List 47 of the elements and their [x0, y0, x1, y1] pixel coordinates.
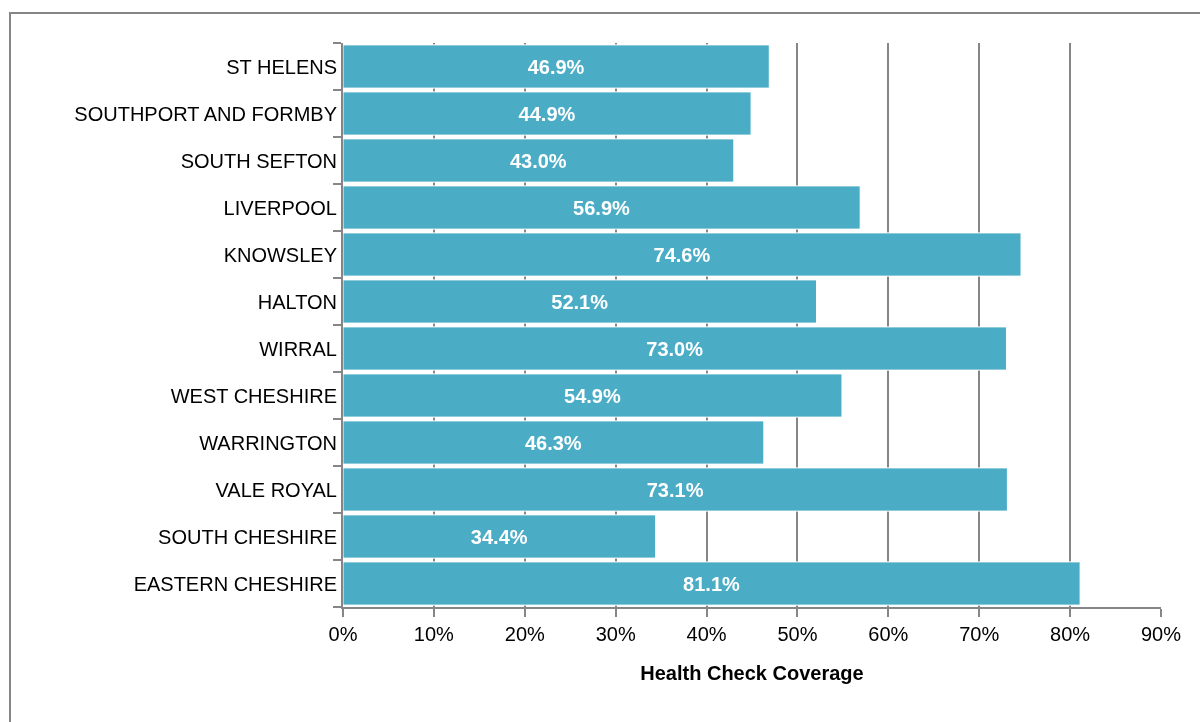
- data-label: 46.3%: [524, 431, 582, 454]
- y-tick-label: WARRINGTON: [199, 431, 337, 454]
- bar: [343, 185, 861, 230]
- data-label: 56.9%: [573, 196, 631, 219]
- data-label: 54.9%: [564, 384, 621, 407]
- y-tick-label: EASTERN CHESHIRE: [133, 572, 337, 595]
- x-tick-label: 60%: [868, 623, 909, 645]
- bar: [343, 373, 843, 418]
- bar: [343, 138, 735, 183]
- y-tick-label: HALTON: [257, 290, 337, 313]
- data-label: 52.1%: [551, 290, 609, 313]
- bar: [343, 561, 1081, 606]
- x-tick-label: 30%: [595, 623, 636, 645]
- bar: [343, 44, 770, 89]
- bar: [343, 326, 1007, 371]
- bar: [343, 91, 752, 136]
- x-tick-label: 50%: [777, 623, 818, 645]
- y-tick-label: WEST CHESHIRE: [170, 384, 337, 407]
- bar: [343, 467, 1008, 512]
- data-label: 46.9%: [527, 55, 585, 78]
- data-label: 34.4%: [470, 525, 528, 548]
- x-tick-label: 90%: [1140, 623, 1182, 645]
- data-label: 73.0%: [646, 337, 704, 360]
- y-tick-label: SOUTH SEFTON: [180, 149, 337, 172]
- data-label: 44.9%: [518, 102, 576, 125]
- y-tick-label: ST HELENS: [226, 55, 337, 78]
- y-tick-label: KNOWSLEY: [223, 243, 337, 266]
- x-tick-label: 0%: [328, 623, 358, 645]
- y-tick-label: VALE ROYAL: [215, 478, 337, 501]
- data-label: 43.0%: [509, 149, 567, 172]
- x-tick-label: 10%: [413, 623, 455, 645]
- x-tick-label: 40%: [686, 623, 727, 645]
- y-tick-label: LIVERPOOL: [223, 196, 337, 219]
- bar: [343, 420, 765, 465]
- x-tick-label: 20%: [504, 623, 546, 645]
- data-label: 81.1%: [683, 572, 741, 595]
- data-label: 74.6%: [653, 243, 711, 266]
- x-axis-title: Health Check Coverage: [640, 662, 864, 684]
- y-tick-label: SOUTHPORT AND FORMBY: [74, 102, 337, 125]
- bar: [343, 279, 818, 324]
- y-tick-label: SOUTH CHESHIRE: [158, 525, 337, 548]
- x-tick-label: 70%: [959, 623, 1000, 645]
- data-label: 73.1%: [646, 478, 704, 501]
- bar: [343, 514, 657, 559]
- y-tick-label: WIRRAL: [259, 337, 337, 360]
- bar: [343, 232, 1022, 277]
- x-tick-label: 80%: [1050, 623, 1091, 645]
